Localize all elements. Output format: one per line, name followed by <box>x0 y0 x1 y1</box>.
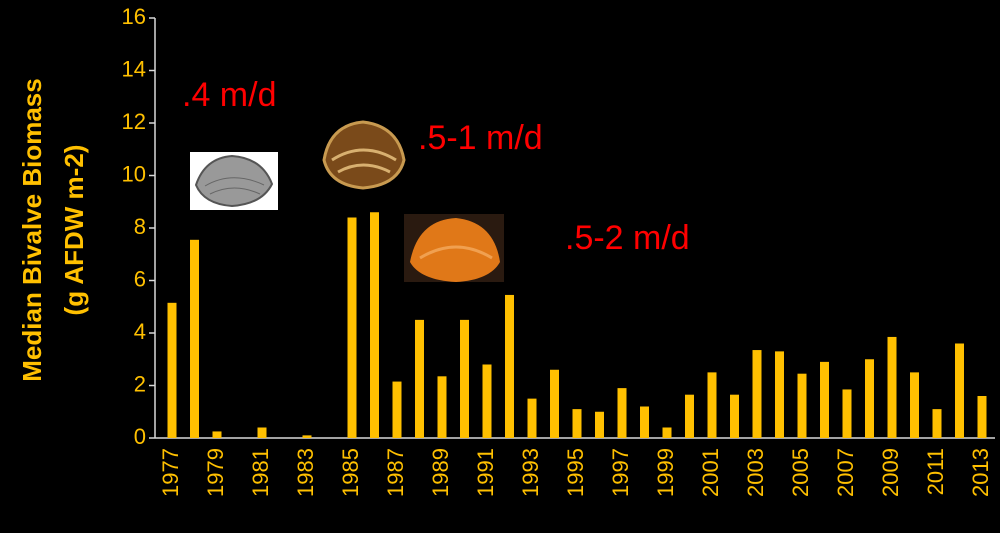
x-tick-label: 1999 <box>653 448 678 497</box>
bar <box>460 319 469 438</box>
clam-image-1 <box>190 152 278 210</box>
bar <box>257 427 267 438</box>
x-tick-label: 1977 <box>158 448 183 497</box>
y-tick-label: 4 <box>134 319 146 344</box>
bar <box>887 336 897 438</box>
bar <box>347 217 357 438</box>
x-tick-label: 2003 <box>743 448 768 497</box>
bar <box>302 435 312 438</box>
bar <box>752 350 762 438</box>
x-tick-label: 1985 <box>338 448 363 497</box>
y-tick-label: 16 <box>122 4 146 29</box>
bar <box>550 369 559 438</box>
bar <box>617 388 627 438</box>
x-tick-label: 1993 <box>518 448 543 497</box>
bar <box>730 394 739 438</box>
x-tick-label: 1991 <box>473 448 498 497</box>
x-tick-label: 2007 <box>833 448 858 497</box>
bar <box>392 381 402 438</box>
annotation: .4 m/d <box>182 76 276 114</box>
bar <box>932 409 942 438</box>
bar <box>910 372 919 438</box>
x-tick-label: 1979 <box>203 448 228 497</box>
bar <box>662 427 672 438</box>
x-tick-label: 1997 <box>608 448 633 497</box>
x-tick-label: 2011 <box>923 448 948 495</box>
x-tick-label: 1981 <box>248 448 273 497</box>
y-tick-label: 2 <box>134 371 146 396</box>
y-tick-label: 12 <box>122 109 146 134</box>
bar <box>820 361 829 438</box>
x-tick-label: 2013 <box>968 448 993 497</box>
bar <box>797 373 807 438</box>
y-tick-label: 6 <box>134 266 146 291</box>
bar <box>505 294 514 438</box>
bar <box>482 364 492 438</box>
bar <box>842 389 852 438</box>
bar <box>572 409 582 438</box>
y-tick-label: 14 <box>122 56 146 81</box>
x-tick-label: 1995 <box>563 448 588 497</box>
bar <box>190 239 199 438</box>
bar <box>865 359 874 438</box>
bar <box>415 319 424 438</box>
bar <box>685 394 694 438</box>
bar <box>595 411 604 438</box>
x-tick-label: 2001 <box>698 448 723 497</box>
y-tick-label: 10 <box>122 161 146 186</box>
bar <box>370 212 379 438</box>
bar <box>955 343 964 438</box>
x-tick-label: 1989 <box>428 448 453 497</box>
bar <box>167 302 177 438</box>
y-axis-label: (g AFDW m-2) <box>59 145 89 316</box>
y-tick-label: 0 <box>134 424 146 449</box>
x-tick-label: 1987 <box>383 448 408 497</box>
bar <box>212 431 222 438</box>
annotation: .5-2 m/d <box>565 219 690 257</box>
y-axis-label: Median Bivalve Biomass <box>17 78 47 381</box>
x-tick-label: 1983 <box>293 448 318 497</box>
x-tick-label: 2005 <box>788 448 813 497</box>
bar <box>437 376 447 438</box>
bar <box>640 406 649 438</box>
clam-image-2 <box>322 120 406 190</box>
bar <box>707 372 717 438</box>
annotation: .5-1 m/d <box>418 119 543 157</box>
bar <box>977 396 987 438</box>
y-tick-label: 8 <box>134 214 146 239</box>
x-tick-label: 2009 <box>878 448 903 497</box>
clam-image-3 <box>404 214 504 282</box>
bar <box>775 351 784 438</box>
bar <box>527 398 537 438</box>
